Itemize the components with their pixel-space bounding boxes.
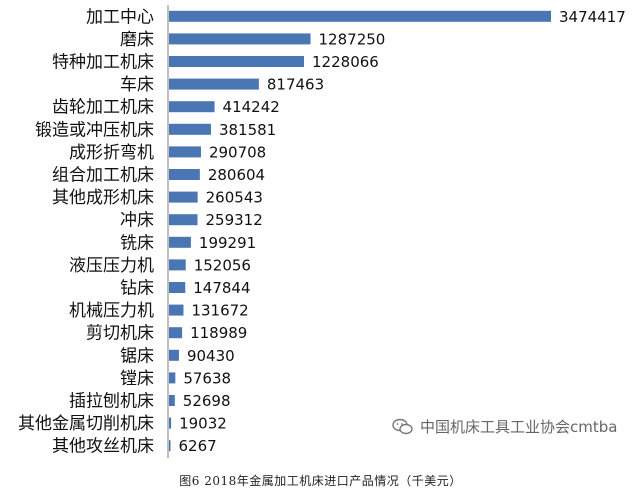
category-label-7: 组合加工机床 — [52, 166, 154, 186]
bar-18 — [169, 417, 172, 429]
bar-13 — [169, 304, 184, 316]
bar-11 — [169, 259, 186, 271]
value-label-14: 118989 — [190, 324, 247, 342]
bar-14 — [169, 327, 183, 339]
bar-8 — [169, 191, 198, 203]
wechat-logo-icon — [392, 418, 413, 434]
watermark: 中国机床工具工业协会cmtba — [392, 416, 617, 437]
value-label-19: 6267 — [179, 437, 217, 455]
category-label-0: 加工中心 — [86, 7, 154, 27]
value-label-16: 57638 — [183, 369, 231, 387]
value-label-7: 280604 — [208, 166, 265, 184]
category-label-2: 特种加工机床 — [52, 53, 154, 73]
value-label-6: 290708 — [209, 143, 266, 161]
bar-4 — [169, 101, 215, 113]
value-label-17: 52698 — [183, 392, 231, 410]
value-label-4: 414242 — [223, 98, 280, 116]
watermark-text: 中国机床工具工业协会cmtba — [420, 418, 618, 436]
category-label-4: 齿轮加工机床 — [52, 98, 154, 118]
bar-12 — [169, 282, 186, 293]
category-label-11: 液压压力机 — [69, 256, 154, 276]
bar-2 — [169, 56, 305, 67]
bar-5 — [169, 123, 211, 135]
value-label-8: 260543 — [206, 189, 263, 207]
bar-19 — [169, 440, 171, 452]
figure-caption: 图6 2018年金属加工机床进口产品情况（千美元） — [179, 474, 462, 488]
value-label-13: 131672 — [191, 302, 248, 320]
category-label-10: 铣床 — [120, 233, 154, 253]
bar-16 — [169, 372, 176, 384]
category-label-6: 成形折弯机 — [69, 143, 154, 163]
value-label-0: 3474417 — [559, 8, 626, 26]
value-label-15: 90430 — [187, 347, 235, 365]
category-label-12: 钻床 — [120, 279, 154, 299]
value-label-12: 147844 — [193, 279, 250, 297]
category-label-3: 车床 — [120, 75, 154, 95]
bar-15 — [169, 349, 179, 361]
bar-9 — [169, 214, 198, 226]
bars-group — [169, 10, 551, 452]
category-label-17: 插拉刨机床 — [69, 392, 154, 412]
bar-chart: 加工中心磨床特种加工机床车床齿轮加工机床锻造或冲压机床成形折弯机组合加工机床其他… — [18, 5, 626, 458]
value-label-18: 19032 — [179, 415, 227, 433]
category-label-15: 锯床 — [120, 346, 154, 366]
bar-3 — [169, 78, 259, 90]
bar-7 — [169, 169, 200, 180]
value-labels: 3474417 1287250 1228066 817463 414242 381581 2… — [179, 8, 626, 455]
bar-6 — [169, 146, 201, 158]
value-label-1: 1287250 — [319, 30, 386, 48]
category-labels: 加工中心磨床特种加工机床车床齿轮加工机床锻造或冲压机床成形折弯机组合加工机床其他… — [18, 7, 154, 456]
bar-17 — [169, 395, 175, 406]
category-label-14: 剪切机床 — [86, 324, 154, 344]
category-label-9: 冲床 — [120, 211, 154, 231]
value-label-11: 152056 — [194, 256, 251, 274]
value-label-2: 1228066 — [312, 53, 379, 71]
value-label-9: 259312 — [206, 211, 263, 229]
value-label-5: 381581 — [219, 121, 276, 139]
category-label-13: 机械压力机 — [69, 301, 154, 321]
category-label-19: 其他攻丝机床 — [52, 437, 154, 457]
category-label-18: 其他金属切削机床 — [18, 414, 154, 434]
category-label-1: 磨床 — [120, 30, 154, 50]
bar-1 — [169, 33, 311, 45]
category-label-8: 其他成形机床 — [52, 188, 154, 208]
category-label-5: 锻造或冲压机床 — [35, 120, 154, 140]
bar-0 — [169, 10, 551, 22]
category-label-16: 镗床 — [120, 369, 154, 389]
value-label-10: 199291 — [199, 234, 256, 252]
value-label-3: 817463 — [267, 76, 324, 94]
bar-10 — [169, 236, 191, 248]
